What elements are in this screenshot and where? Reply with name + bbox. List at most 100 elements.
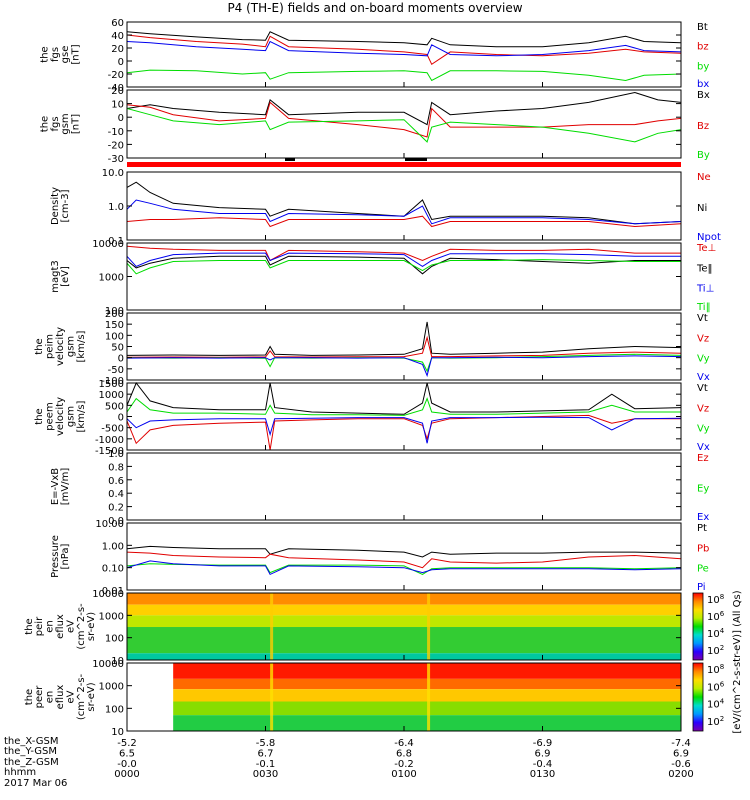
x-tick-label-1: 6.8: [396, 748, 412, 759]
panel-peir: 10000 1000 100 10 thepeirenefluxeV(cm^2-s-sr…: [24, 589, 682, 667]
x-tick-label-1: 6.7: [258, 748, 274, 759]
y-tick-label: 0.8: [108, 462, 124, 473]
y-tick-label: -500: [101, 424, 124, 435]
y-tick-label: 1.0: [108, 449, 124, 460]
y-axis-label-line: peem: [45, 402, 56, 430]
y-tick-label: -30: [108, 154, 124, 165]
legend-fgs_gsm-Bz: Bz: [697, 121, 709, 132]
legend-temp-Te‖: Te‖: [696, 263, 713, 274]
y-axis-label-line: magt3: [50, 260, 61, 293]
series-fgs-bx: [126, 40, 682, 57]
y-tick-label: 1.0: [108, 202, 124, 213]
y-tick-label: 0: [118, 113, 124, 124]
panel-density: 10.0 1.0 0.1 Density[cm-3] Ne Ni Npot: [50, 168, 721, 247]
legend-fgs-bx: bx: [697, 79, 709, 90]
y-axis-label-line: Density: [50, 187, 61, 225]
y-tick-label: 100: [105, 331, 124, 342]
y-axis-label: magt3[eV]: [50, 260, 71, 293]
y-axis-label: Density[cm-3]: [50, 187, 71, 225]
legend-peem-Vy: Vy: [697, 424, 710, 435]
panel-frame: [126, 312, 682, 381]
series-density-Npot: [126, 199, 682, 225]
y-tick-label: -10: [108, 127, 124, 138]
y-tick-label: 10000: [92, 659, 124, 670]
panel-peer: 10000 1000 100 10 thepeerenefluxeV(cm^2-s-sr…: [24, 659, 682, 738]
y-tick-label: 0.6: [108, 476, 124, 487]
y-tick-label: 0: [118, 413, 124, 424]
y-axis-label-line: velocity: [55, 397, 66, 436]
y-axis-label: thefgsgse[nT]: [39, 44, 81, 64]
x-tick-label-0: -6.4: [394, 738, 414, 749]
panel-fgs_gsm: 20 10 0 -10 -20 -30 thefgsgsm[nT] Bx Bz By: [39, 86, 709, 165]
y-axis-label-line: [mV/m]: [60, 468, 71, 506]
y-axis-label-line: eflux: [55, 685, 66, 710]
legend-efield-Ez: Ez: [697, 453, 709, 464]
x-tick-label-1: 6.9: [535, 748, 551, 759]
y-tick-label: 1000: [99, 390, 124, 401]
colorbar: [692, 592, 704, 661]
y-axis-label-line: peir: [34, 616, 45, 636]
y-tick-label: 200: [105, 309, 124, 320]
y-tick-label: 0.10: [102, 564, 124, 575]
y-tick-label: 0.1: [108, 236, 124, 247]
legend-density-Npot: Npot: [697, 232, 721, 243]
spectrogram-band: [173, 689, 681, 702]
colorbar-tick-label: 108: [707, 663, 724, 676]
panel-temp: 10000 1000 100 magt3[eV] Te⊥ Te‖ Ti⊥ Ti‖: [50, 239, 716, 317]
y-axis-label-line: [nPa]: [60, 543, 71, 569]
x-tick-label-2: -0.0: [117, 759, 137, 770]
legend-fgs-by: by: [697, 61, 709, 72]
x-tick-label-2: -0.2: [394, 759, 414, 770]
legend-temp-Ti⊥: Ti⊥: [696, 284, 714, 295]
series-fgs_gsm-Bx: [126, 91, 682, 126]
series-density-Ne: [126, 215, 682, 228]
y-axis-label-line: sr-eV): [86, 682, 97, 711]
y-tick-label: -50: [108, 365, 124, 376]
legend-density-Ne: Ne: [697, 172, 711, 183]
panel-frame: [126, 452, 682, 521]
y-tick-label: 100: [105, 704, 124, 715]
series-pressure-Pi: [126, 560, 682, 576]
y-axis-label-line: [km/s]: [76, 330, 87, 362]
x-tick-label-0: -7.4: [671, 738, 691, 749]
series-fgs_gsm-Bz: [126, 101, 682, 138]
series-peim-Vt: [126, 321, 682, 356]
series-peem-Vz: [126, 414, 681, 451]
series-peem-Vy: [126, 397, 681, 416]
y-axis-label: Pressure[nPa]: [50, 535, 71, 578]
series-pressure-Pb: [126, 551, 682, 569]
y-tick-label: -20: [108, 70, 124, 81]
y-tick-label: 0.2: [108, 503, 124, 514]
legend-fgs-bz: bz: [697, 42, 709, 53]
y-tick-label: 10.00: [95, 519, 124, 530]
colorbar-tick-label: 106: [707, 680, 725, 693]
y-axis-label-line: [nT]: [71, 114, 82, 134]
y-axis-label-line: (cm^2-s-: [76, 603, 87, 650]
panel-frame: [126, 382, 682, 451]
y-axis-label: thepeerenefluxeV(cm^2-s-sr-eV): [24, 673, 97, 720]
spectrogram-band: [127, 627, 681, 654]
y-tick-label: 10: [111, 727, 124, 738]
y-axis-label-line: the: [39, 116, 50, 132]
y-tick-label: 1000: [99, 611, 124, 622]
y-axis-label-line: the: [39, 46, 50, 62]
colorbar-tick-label: 106: [707, 610, 725, 623]
colorbar: [692, 662, 704, 732]
y-tick-label: 0.01: [102, 586, 124, 597]
colorbar-tick-label: 104: [707, 627, 725, 640]
footer-row-y-gsm: the_Y-GSM: [4, 746, 58, 758]
colorbar-label: [eV/(cm^2-s-str-eV)] (All Qs): [732, 590, 743, 733]
y-tick-label: 10.0: [102, 168, 124, 179]
y-axis-label-line: the: [34, 338, 45, 354]
y-tick-label: 100: [105, 634, 124, 645]
y-tick-label: -1500: [95, 446, 124, 457]
y-axis-label-line: [km/s]: [76, 400, 87, 432]
y-axis-label-line: peer: [34, 685, 45, 709]
y-tick-label: 1000: [99, 273, 124, 284]
spectrogram-band: [173, 663, 681, 679]
y-axis-label-line: (cm^2-s-: [76, 673, 87, 720]
y-axis-label-line: Pressure: [50, 535, 61, 578]
y-axis-label: thepeirenefluxeV(cm^2-s-sr-eV): [24, 603, 97, 650]
series-peem-Vx: [126, 416, 682, 444]
series-fgs-bz: [126, 34, 682, 66]
